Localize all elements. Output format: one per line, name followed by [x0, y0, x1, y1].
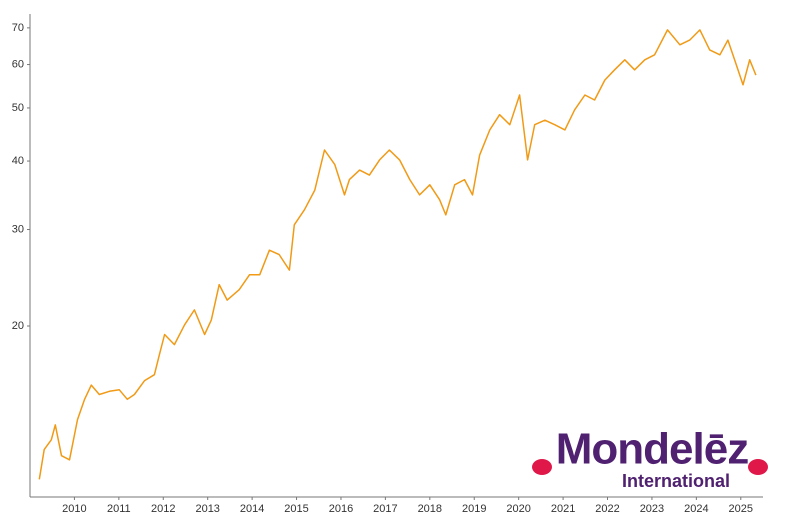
y-tick-label: 40 [12, 155, 24, 167]
x-tick-label: 2024 [684, 503, 708, 515]
x-tick-label: 2011 [107, 503, 131, 515]
x-tick-label: 2010 [62, 503, 86, 515]
logo-swirl [748, 459, 768, 475]
x-tick-label: 2022 [595, 503, 619, 515]
x-tick-label: 2020 [506, 503, 530, 515]
logo-name: Mondelēz [556, 425, 748, 474]
x-tick-label: 2016 [329, 503, 353, 515]
logo: Mondelēz International [532, 425, 768, 491]
price-line [38, 29, 757, 480]
x-tick-label: 2014 [240, 503, 264, 515]
x-tick-label: 2021 [551, 503, 575, 515]
y-tick-label: 60 [12, 58, 24, 70]
logo-swirl [532, 459, 552, 475]
x-tick-label: 2017 [373, 503, 397, 515]
y-tick-label: 50 [12, 102, 24, 114]
x-tick-label: 2012 [151, 503, 175, 515]
x-tick-label: 2018 [418, 503, 442, 515]
y-tick-label: 70 [12, 22, 24, 34]
x-tick-label: 2025 [729, 503, 753, 515]
x-tick-label: 2019 [462, 503, 486, 515]
x-tick-label: 2015 [284, 503, 308, 515]
y-tick-label: 30 [12, 223, 24, 235]
y-tick-label: 20 [12, 320, 24, 332]
logo-subtitle: International [622, 471, 730, 491]
x-tick-label: 2013 [195, 503, 219, 515]
x-tick-label: 2023 [640, 503, 664, 515]
